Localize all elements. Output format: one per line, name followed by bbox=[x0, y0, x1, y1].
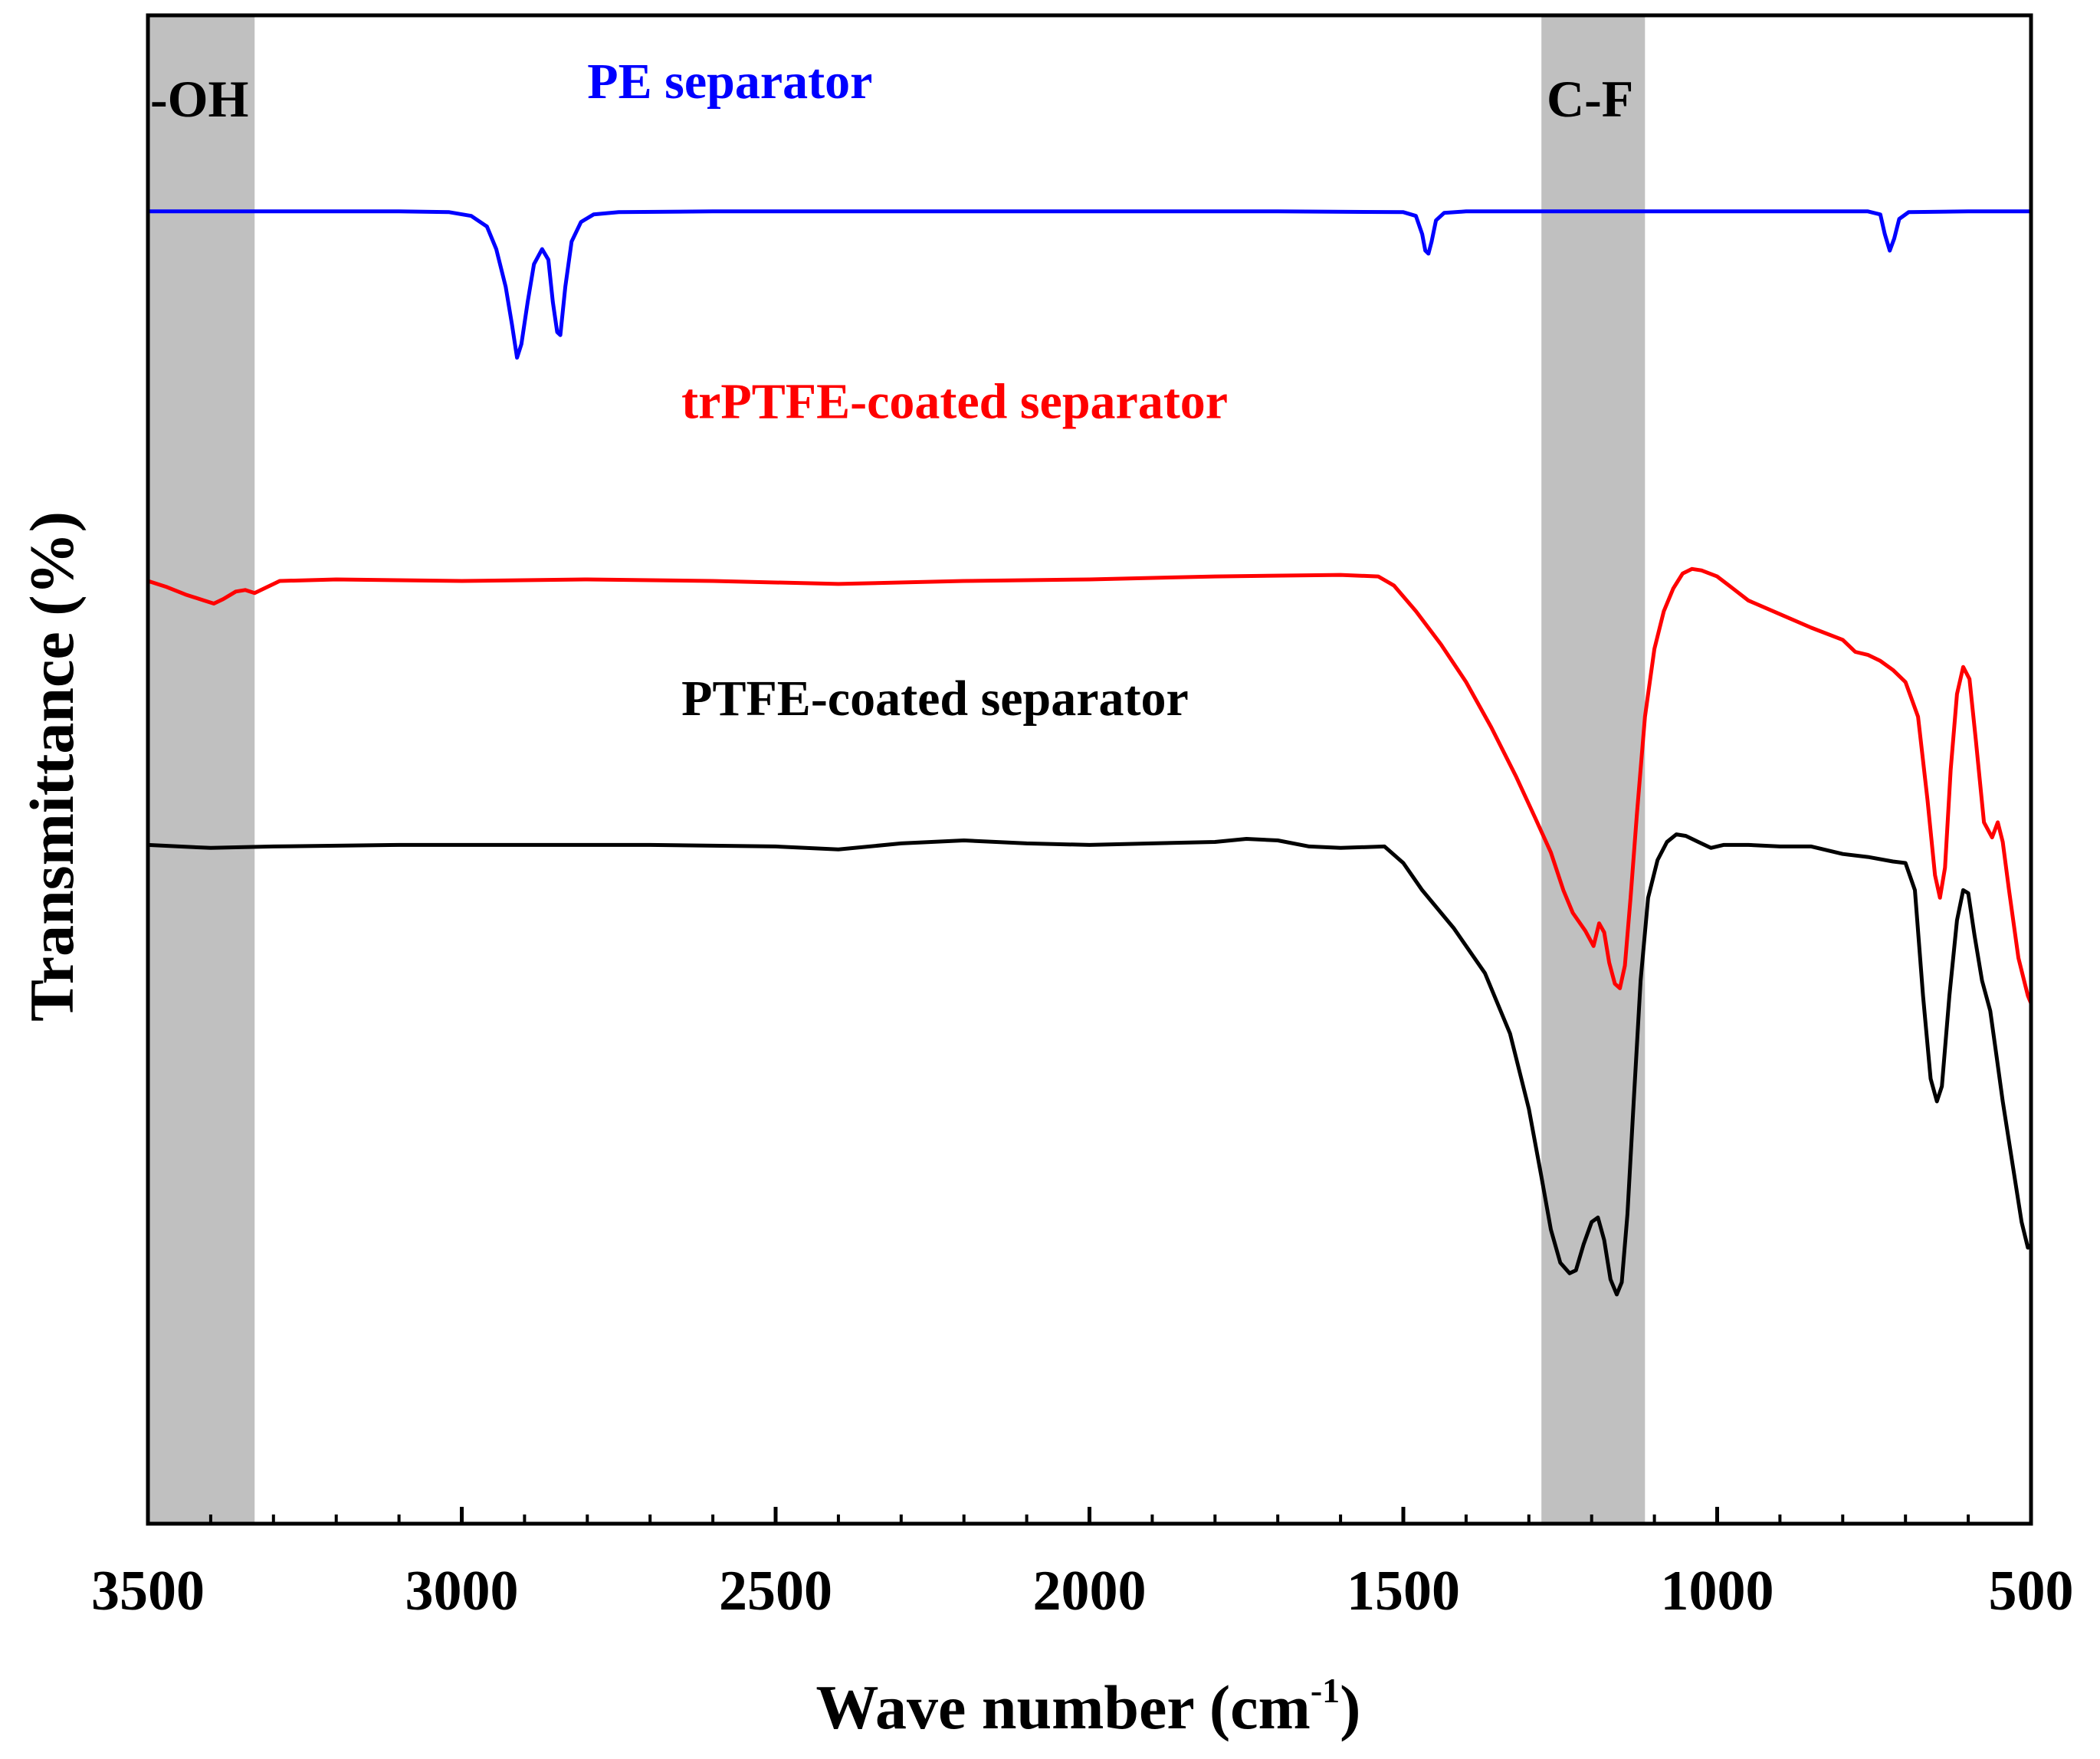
highlight-bands bbox=[148, 15, 1646, 1524]
series-labels: PE separator trPTFE-coated separator PTF… bbox=[587, 54, 1228, 727]
ptfe-coated-separator-label: PTFE-coated separator bbox=[681, 671, 1189, 727]
x-tick-label: 2000 bbox=[1033, 1560, 1147, 1623]
plot-frame bbox=[146, 13, 2033, 1526]
band-labels: -OH C-F bbox=[150, 70, 1633, 128]
y-axis-title: Transmittance (%) bbox=[17, 511, 87, 1022]
x-tick-label: 1000 bbox=[1661, 1560, 1774, 1623]
x-tick-label: 1500 bbox=[1347, 1560, 1460, 1623]
series-line-ptfe-coated-separator bbox=[147, 832, 2033, 1297]
series-line-pe-separator bbox=[148, 209, 2031, 360]
x-tick-label: 2500 bbox=[719, 1560, 832, 1623]
x-tick-label: 3000 bbox=[405, 1560, 519, 1623]
trptfe-coated-separator-label: trPTFE-coated separator bbox=[681, 373, 1228, 429]
cf-band-label: C-F bbox=[1547, 70, 1633, 128]
x-tick-label: 500 bbox=[1989, 1560, 2074, 1623]
x-axis-tick-labels: 3500 3000 2500 2000 1500 1000 500 bbox=[91, 1560, 2074, 1623]
x-axis-title: Wave number (cm-1) bbox=[816, 1671, 1361, 1742]
series-lines bbox=[147, 209, 2033, 1297]
x-tick-label: 3500 bbox=[91, 1560, 205, 1623]
oh-band-label: -OH bbox=[150, 70, 248, 128]
cf-band bbox=[1541, 15, 1646, 1524]
series-line-trptfe-coated-separator bbox=[147, 566, 2033, 1004]
x-axis-ticks bbox=[146, 1507, 2033, 1524]
pe-separator-label: PE separator bbox=[587, 54, 872, 110]
oh-band bbox=[148, 15, 255, 1524]
